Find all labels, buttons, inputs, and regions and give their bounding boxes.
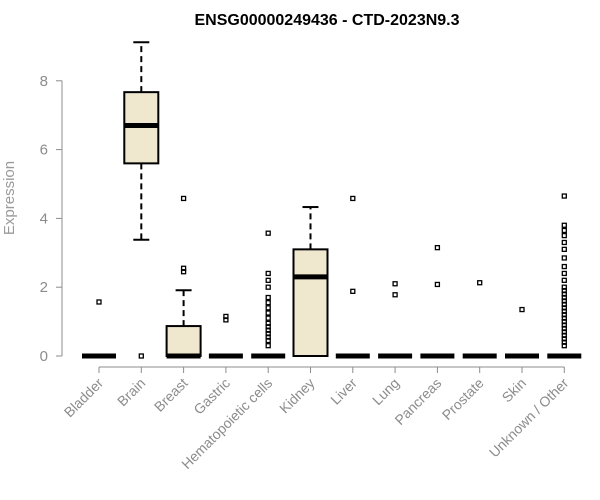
box-group <box>251 230 286 359</box>
outlier-point <box>180 265 187 271</box>
outlier-point <box>519 306 525 313</box>
outlier-point <box>561 246 567 253</box>
x-tick-label: Pancreas <box>391 375 444 428</box>
box-group <box>547 193 582 359</box>
outlier-point <box>265 305 271 311</box>
outlier-point <box>223 313 229 320</box>
box-iqr <box>165 325 202 357</box>
outlier-point <box>434 281 441 288</box>
y-tick-label: 4 <box>40 210 48 227</box>
y-tick-label: 2 <box>40 279 48 296</box>
outlier-point <box>434 244 441 251</box>
outlier-point <box>265 310 271 316</box>
y-axis-label: Expression <box>1 161 18 235</box>
box-group <box>505 306 539 359</box>
box-group <box>462 280 497 359</box>
box-group <box>292 206 329 357</box>
box-group <box>420 244 455 359</box>
outlier-point <box>265 343 271 349</box>
x-tick-label: Bladder <box>61 375 107 421</box>
outlier-point <box>561 277 567 283</box>
box-group <box>165 195 202 359</box>
box-iqr <box>292 248 329 357</box>
x-tick-label: Unknown / Other <box>486 375 572 461</box>
outlier-point <box>561 193 567 199</box>
outlier-point <box>561 239 567 246</box>
y-tick-label: 0 <box>40 348 48 365</box>
box-group <box>82 299 116 359</box>
y-tick-label: 8 <box>40 73 48 90</box>
outlier-point <box>350 288 356 294</box>
outlier-point <box>561 227 567 234</box>
x-tick-label: Liver <box>327 375 360 408</box>
outlier-point <box>180 195 187 202</box>
chart-title: ENSG00000249436 - CTD-2023N9.3 <box>194 12 459 29</box>
y-tick-label: 6 <box>40 142 48 159</box>
outlier-point <box>265 294 271 301</box>
boxes-layer <box>82 41 582 359</box>
x-tick-label: Skin <box>499 375 530 406</box>
outlier-point <box>477 280 483 286</box>
outlier-point <box>561 232 567 239</box>
outlier-point <box>265 320 271 326</box>
box-group <box>378 281 413 359</box>
outlier-point <box>392 292 398 298</box>
outlier-point <box>561 284 567 290</box>
outlier-point <box>265 277 271 283</box>
outlier-point <box>265 315 271 321</box>
outlier-point <box>265 270 271 277</box>
box-group <box>123 41 160 359</box>
outlier-point <box>265 284 271 290</box>
outlier-point <box>561 222 567 228</box>
x-tick-label: Breast <box>151 375 191 415</box>
outlier-point <box>138 353 144 359</box>
outlier-point <box>561 255 567 261</box>
box-group <box>335 195 370 359</box>
outlier-point <box>265 230 271 236</box>
outlier-point <box>561 263 567 270</box>
outlier-point <box>265 300 271 306</box>
x-tick-label: Brain <box>114 375 148 409</box>
x-tick-label: Lung <box>369 375 402 408</box>
outlier-point <box>392 281 398 287</box>
box-group <box>208 313 243 359</box>
outlier-point <box>350 195 356 202</box>
x-tick-label: Kidney <box>276 375 318 417</box>
outlier-point <box>96 299 102 305</box>
x-tick-label: Prostate <box>439 375 487 423</box>
outlier-point <box>561 270 567 277</box>
